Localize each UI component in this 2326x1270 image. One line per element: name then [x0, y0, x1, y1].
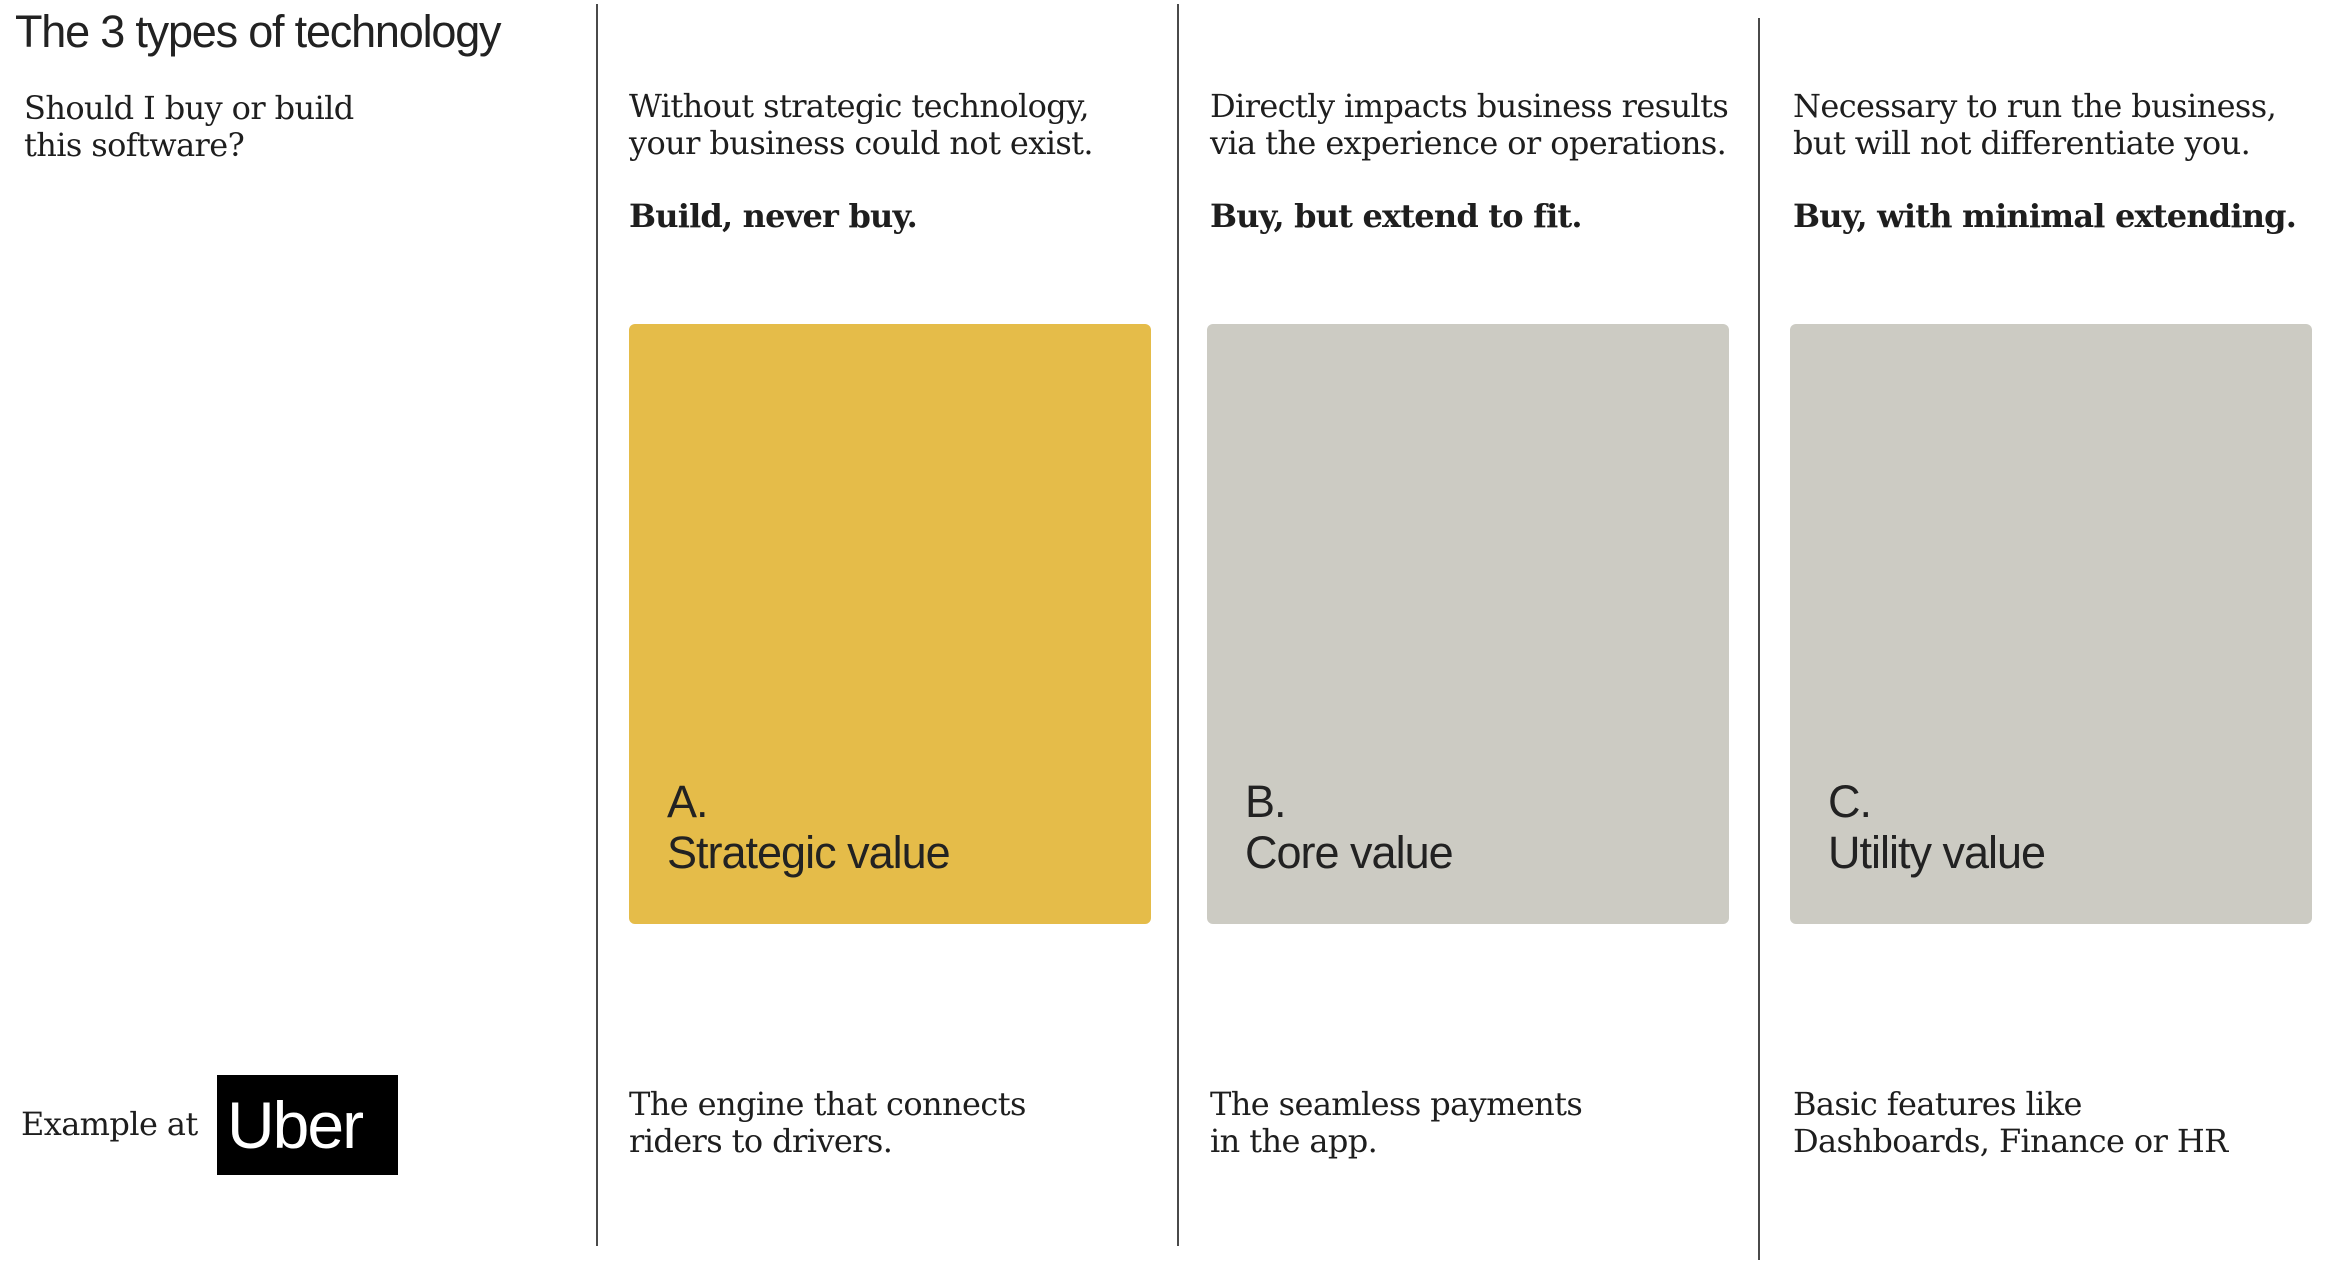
column-b-description: Directly impacts business results via th… — [1210, 88, 1770, 162]
description-line: Directly impacts business results — [1210, 87, 1729, 125]
card-letter: A. — [667, 776, 709, 827]
question-line: this software? — [24, 126, 245, 164]
column-divider — [1177, 4, 1179, 1246]
example-line: in the app. — [1210, 1122, 1378, 1160]
example-line: The seamless payments — [1210, 1085, 1583, 1123]
uber-logo: Uber — [217, 1075, 398, 1175]
card-title: Core value — [1245, 827, 1454, 878]
card-title: Utility value — [1828, 827, 2046, 878]
example-line: Dashboards, Finance or HR — [1793, 1122, 2228, 1160]
column-c-rule: Buy, with minimal extending. — [1793, 197, 2297, 235]
column-divider — [596, 4, 598, 1246]
column-c-description: Necessary to run the business, but will … — [1793, 88, 2326, 162]
example-line: Basic features like — [1793, 1085, 2083, 1123]
page-title: The 3 types of technology — [15, 6, 502, 57]
question-line: Should I buy or build — [24, 89, 354, 127]
example-label: Example at — [21, 1105, 198, 1143]
card-letter: B. — [1245, 776, 1287, 827]
column-b-example: The seamless payments in the app. — [1210, 1086, 1770, 1160]
card-core-value: B. Core value — [1207, 324, 1729, 924]
column-c-example: Basic features like Dashboards, Finance … — [1793, 1086, 2326, 1160]
card-letter: C. — [1828, 776, 1872, 827]
column-b-rule: Buy, but extend to fit. — [1210, 197, 1583, 235]
description-line: but will not differentiate you. — [1793, 124, 2251, 162]
column-a-example: The engine that connects riders to drive… — [629, 1086, 1189, 1160]
column-divider — [1758, 18, 1760, 1260]
card-utility-value: C. Utility value — [1790, 324, 2312, 924]
column-a-description: Without strategic technology, your busin… — [629, 88, 1189, 162]
column-a-rule: Build, never buy. — [629, 197, 918, 235]
question-text: Should I buy or build this software? — [24, 90, 584, 164]
logo-wordmark: Uber — [227, 1088, 364, 1162]
description-line: Without strategic technology, — [629, 87, 1090, 125]
example-line: The engine that connects — [629, 1085, 1026, 1123]
description-line: via the experience or operations. — [1210, 124, 1727, 162]
example-line: riders to drivers. — [629, 1122, 893, 1160]
card-title: Strategic value — [667, 827, 951, 878]
description-line: Necessary to run the business, — [1793, 87, 2277, 125]
description-line: your business could not exist. — [629, 124, 1094, 162]
card-strategic-value: A. Strategic value — [629, 324, 1151, 924]
